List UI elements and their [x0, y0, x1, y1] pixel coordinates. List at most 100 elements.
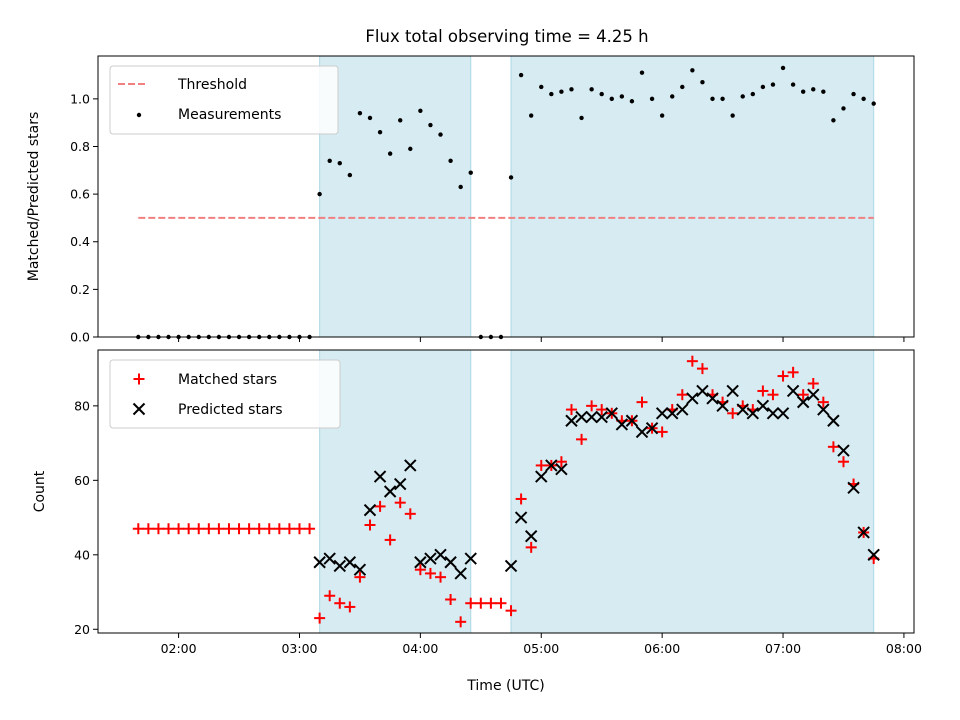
measurement-point — [861, 96, 866, 102]
matched-star-point — [344, 601, 356, 613]
predicted-star-point — [615, 418, 629, 431]
measurement-point — [760, 84, 766, 90]
matched-star-point — [596, 404, 608, 416]
measurement-point — [377, 130, 383, 135]
predicted-star-point — [444, 556, 457, 569]
x-tick-label: 05:00 — [523, 641, 559, 656]
predicted-star-point — [565, 414, 578, 427]
matched-star-point — [696, 363, 708, 375]
predicted-star-point — [786, 384, 800, 398]
measurement-point — [770, 82, 776, 87]
matched-star-point — [495, 597, 507, 609]
count-panel-frame — [97, 349, 915, 634]
measurement-point — [831, 118, 836, 123]
measurement-point — [629, 99, 635, 104]
predicted-star-point — [524, 529, 538, 543]
matched-star-point — [445, 593, 457, 605]
y-tick-label: 0.8 — [70, 139, 90, 154]
observing-window-1 — [319, 349, 472, 634]
predicted-star-point — [313, 556, 326, 569]
predicted-star-point — [383, 485, 397, 498]
predicted-star-point — [535, 470, 548, 483]
measurement-point — [408, 146, 413, 152]
measurement-point — [649, 96, 655, 102]
measurement-point — [670, 94, 675, 99]
matched-star-point — [142, 523, 154, 535]
matched-star-point — [827, 441, 839, 453]
matched-star-point — [173, 523, 185, 535]
ratio-legend: Threshold Measurements — [109, 65, 339, 135]
predicted-star-point — [363, 503, 377, 517]
matched-star-point — [505, 605, 517, 617]
predicted-star-point — [867, 548, 880, 562]
predicted-star-point — [545, 459, 558, 472]
measurement-point — [821, 89, 826, 94]
measurement-point — [680, 84, 685, 90]
measurement-point — [387, 151, 393, 156]
legend-predicted-label: Predicted stars — [178, 402, 283, 418]
matched-star-point — [273, 523, 285, 535]
ratio-y-axis-label: Matched/Predicted stars — [26, 112, 42, 282]
chart-title: Flux total observing time = 4.25 h — [365, 27, 648, 46]
matched-star-point — [586, 400, 598, 412]
predicted-star-point — [454, 567, 467, 580]
y-tick-label: 0.4 — [70, 234, 90, 249]
predicted-star-point — [404, 459, 417, 472]
measurement-point — [468, 170, 473, 175]
measurement-point — [619, 94, 625, 99]
y-tick-label: 0.2 — [70, 282, 90, 297]
matched-star-point — [203, 523, 215, 535]
x-tick-label: 03:00 — [281, 641, 317, 656]
measurement-point — [398, 118, 403, 123]
measurement-point — [347, 172, 353, 178]
y-tick-label: 60 — [74, 473, 90, 488]
matched-star-point — [424, 567, 436, 579]
predicted-star-point — [394, 477, 407, 491]
predicted-star-point — [575, 410, 588, 424]
matched-star-point — [565, 404, 577, 416]
matched-star-point — [243, 523, 255, 535]
predicted-star-point — [736, 403, 749, 416]
predicted-star-point — [353, 563, 367, 576]
matched-star-point — [757, 385, 769, 397]
measurement-point — [609, 96, 614, 102]
matched-star-point — [213, 523, 225, 535]
predicted-star-point — [726, 384, 739, 398]
matched-star-point — [304, 523, 316, 535]
x-tick-label: 04:00 — [402, 641, 438, 656]
predicted-star-point — [666, 407, 679, 420]
predicted-star-point — [464, 552, 477, 565]
measurement-point — [851, 91, 856, 97]
x-tick-label: 06:00 — [644, 641, 680, 656]
measurement-point — [539, 84, 544, 90]
y-tick-label: 0.0 — [70, 330, 90, 345]
matched-star-point — [777, 370, 789, 382]
predicted-star-point — [625, 414, 639, 427]
legend-measurements-label: Measurements — [178, 107, 281, 123]
y-tick-label: 0.6 — [70, 187, 90, 202]
predicted-star-point — [555, 462, 568, 476]
count-legend: Matched stars Predicted stars — [109, 359, 341, 429]
measurement-point — [337, 160, 342, 166]
measurement-point — [448, 158, 453, 163]
predicted-star-point — [827, 414, 840, 427]
matched-star-point — [354, 571, 366, 583]
predicted-star-point — [414, 556, 427, 569]
matched-star-point — [676, 389, 688, 401]
matched-star-point — [807, 378, 819, 390]
matched-star-point — [797, 389, 809, 401]
matched-star-point — [767, 389, 779, 401]
matched-star-point — [233, 523, 245, 535]
predicted-star-point — [686, 392, 699, 405]
matched-star-point — [485, 597, 497, 609]
measurement-point — [811, 87, 816, 92]
matched-star-point — [334, 597, 346, 609]
matched-star-point — [475, 597, 487, 609]
ratio-panel: 0.0 0.2 0.4 0.6 0.8 1.0 Matched/Predicted sta… — [26, 55, 915, 345]
matched-star-point — [465, 597, 477, 609]
predicted-star-point — [585, 410, 598, 424]
matched-star-point — [364, 519, 376, 531]
y-tick-label: 40 — [74, 547, 90, 562]
predicted-star-point — [746, 407, 760, 420]
